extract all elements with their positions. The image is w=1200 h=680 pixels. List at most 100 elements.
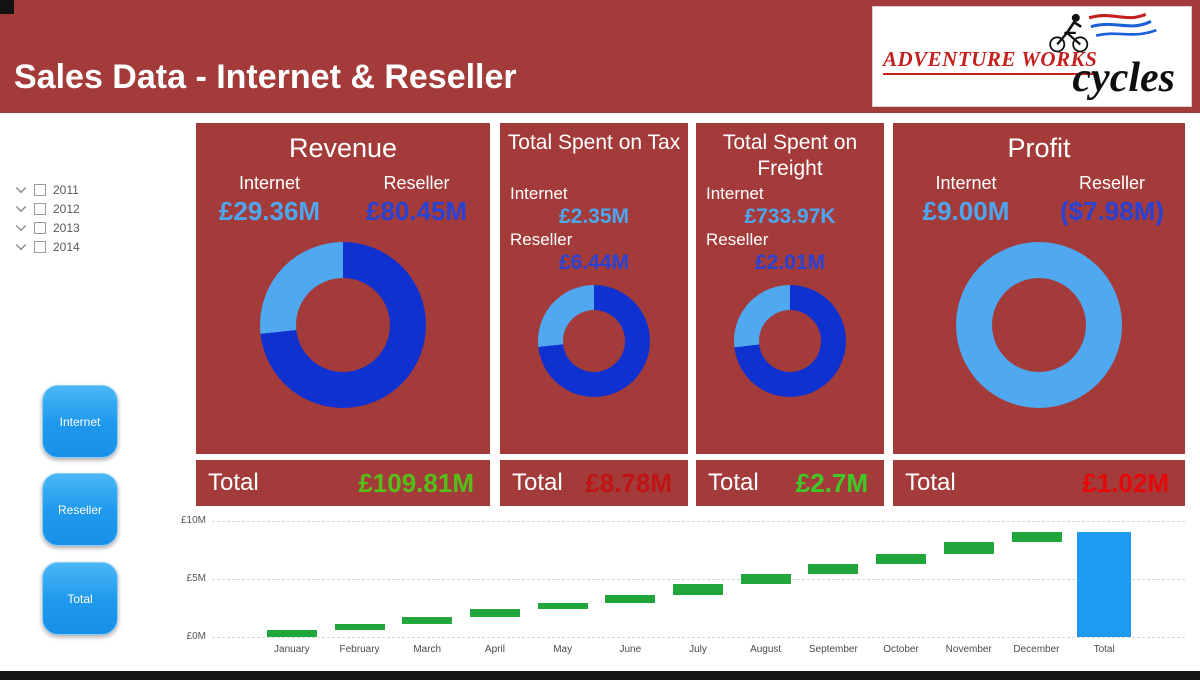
- waterfall-bar-december[interactable]: [1011, 532, 1062, 542]
- revenue-donut-chart[interactable]: [260, 242, 426, 408]
- waterfall-bar-november[interactable]: [943, 541, 994, 555]
- donut-hole: [992, 278, 1086, 372]
- total-bar-freight: Total £2.7M: [696, 460, 884, 506]
- waterfall-bar-february[interactable]: [334, 624, 385, 630]
- year-label: 2013: [53, 220, 80, 235]
- card-profit: Profit Internet Reseller £9.00M ($7.98M): [893, 123, 1185, 454]
- chevron-down-icon[interactable]: [15, 239, 27, 250]
- total-value: £8.78M: [585, 467, 672, 498]
- card-title: Total Spent on Freight: [722, 131, 858, 181]
- y-axis-tick: £5M: [186, 573, 206, 584]
- reseller-label: Reseller: [706, 230, 769, 249]
- waterfall-bar-january[interactable]: [266, 630, 317, 637]
- x-axis-label: February: [339, 644, 380, 655]
- waterfall-bar-may[interactable]: [537, 602, 588, 610]
- x-axis-label: April: [484, 644, 505, 655]
- x-axis-label: June: [619, 644, 642, 655]
- internet-label: Internet: [238, 173, 301, 193]
- waterfall-bar-total[interactable]: [1077, 532, 1132, 637]
- x-axis-label: July: [689, 644, 707, 655]
- internet-label: Internet: [935, 173, 997, 193]
- logo-text-top: ADVENTURE WORKS: [883, 47, 1098, 75]
- year-label: 2012: [53, 201, 80, 216]
- total-value: £2.7M: [795, 467, 868, 498]
- year-checkbox[interactable]: [34, 183, 46, 196]
- total-label: Total: [512, 469, 563, 496]
- year-checkbox[interactable]: [34, 221, 46, 234]
- year-label: 2014: [53, 239, 80, 254]
- total-button[interactable]: Total: [42, 562, 118, 635]
- waterfall-bar-september[interactable]: [808, 563, 859, 575]
- donut-hole: [759, 310, 821, 372]
- total-label: Total: [905, 469, 956, 496]
- x-axis-label: December: [1013, 644, 1060, 655]
- total-bar-tax: Total £8.78M: [500, 460, 688, 506]
- x-axis-label: August: [750, 644, 782, 655]
- card-tax: Total Spent on Tax Internet £2.35M Resel…: [500, 123, 688, 454]
- internet-value: £29.36M: [218, 196, 321, 226]
- total-value: £1.02M: [1082, 467, 1169, 498]
- freight-donut-chart[interactable]: [734, 285, 846, 397]
- internet-button[interactable]: Internet: [42, 385, 118, 458]
- logo-text-bottom: cycles: [1072, 55, 1175, 101]
- year-checkbox[interactable]: [34, 240, 46, 253]
- card-title: Profit: [1007, 133, 1071, 163]
- x-axis-label: October: [883, 644, 919, 655]
- x-axis-label: March: [413, 644, 442, 655]
- gridline: [212, 521, 1185, 522]
- reseller-label: Reseller: [510, 230, 573, 249]
- x-axis-label: May: [553, 644, 573, 655]
- chevron-down-icon[interactable]: [15, 182, 27, 193]
- total-bar-revenue: Total £109.81M: [196, 460, 490, 506]
- card-title: Revenue: [288, 133, 398, 163]
- total-label: Total: [208, 469, 259, 496]
- year-filter-2013[interactable]: 2013: [15, 218, 80, 237]
- year-filter-2012[interactable]: 2012: [15, 199, 80, 218]
- tax-donut-chart[interactable]: [538, 285, 650, 397]
- internet-value: £733.97K: [744, 205, 836, 228]
- reseller-button[interactable]: Reseller: [42, 473, 118, 546]
- donut-hole: [563, 310, 625, 372]
- reseller-value: £2.01M: [754, 251, 826, 274]
- waterfall-bar-april[interactable]: [469, 609, 520, 618]
- total-label: Total: [708, 469, 759, 496]
- donut-hole: [296, 278, 390, 372]
- reseller-label: Reseller: [383, 173, 450, 193]
- company-logo: ADVENTURE WORKS cycles: [872, 6, 1192, 107]
- gridline: [212, 579, 1185, 580]
- year-label: 2011: [53, 182, 79, 197]
- waterfall-bar-march[interactable]: [402, 617, 453, 625]
- y-axis-tick: £0M: [186, 631, 206, 642]
- gridline: [212, 637, 1185, 638]
- waterfall-bar-august[interactable]: [740, 574, 791, 584]
- waterfall-bar-october[interactable]: [876, 554, 927, 564]
- profit-donut-chart[interactable]: [956, 242, 1122, 408]
- x-axis-label: November: [945, 644, 992, 655]
- cyclist-icon: [1049, 12, 1157, 53]
- internet-label: Internet: [706, 184, 764, 203]
- window-corner: [0, 0, 14, 14]
- year-checkbox[interactable]: [34, 202, 46, 215]
- internet-label: Internet: [510, 184, 568, 203]
- internet-value: £2.35M: [558, 205, 630, 228]
- reseller-value: £80.45M: [365, 196, 468, 226]
- internet-value: £9.00M: [922, 196, 1010, 226]
- year-filter-2014[interactable]: 2014: [15, 237, 80, 256]
- x-axis-label: January: [274, 644, 310, 655]
- header-band: Sales Data - Internet & Reseller ADVENTU…: [0, 0, 1200, 113]
- waterfall-bar-july[interactable]: [673, 583, 723, 595]
- reseller-label: Reseller: [1078, 173, 1146, 193]
- year-filter-list: 2011 2012 2013 2014: [15, 180, 80, 256]
- card-freight: Total Spent on Freight Internet £733.97K…: [696, 123, 884, 454]
- x-axis-label: September: [808, 644, 858, 655]
- reseller-value: ($7.98M): [1059, 196, 1165, 226]
- card-revenue: Revenue Internet Reseller £29.36M £80.45…: [196, 123, 490, 454]
- chevron-down-icon[interactable]: [15, 201, 27, 212]
- chevron-down-icon[interactable]: [15, 220, 27, 231]
- bottom-bar: [0, 671, 1200, 680]
- waterfall-chart: January February March April May June July Augu…: [258, 512, 1138, 668]
- year-filter-2011[interactable]: 2011: [15, 180, 80, 199]
- waterfall-bar-june[interactable]: [605, 594, 656, 603]
- total-value: £109.81M: [358, 467, 474, 498]
